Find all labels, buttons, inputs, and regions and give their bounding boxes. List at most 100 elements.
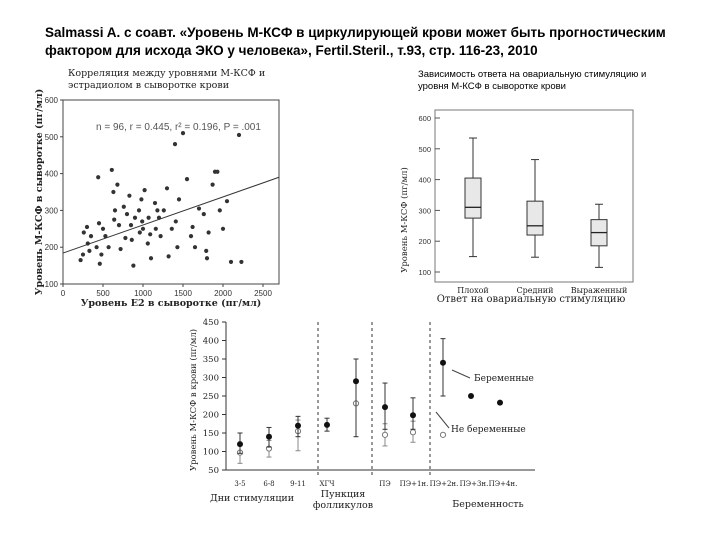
legend-not-pregnant-pointer (435, 411, 450, 429)
errorbar-y-tick-label: 200 (203, 411, 219, 421)
scatter-y-tick-label: 300 (45, 206, 59, 215)
scatter-title-line-2: эстрадиолом в сыворотке крови (68, 80, 229, 91)
errorbar-y-label: Уровень М-КСФ в крови (пг/мл) (188, 329, 199, 471)
errorbar-pregnant-point (497, 399, 503, 406)
scatter-y-label: Уровень М-КСФ в сыворотке (пг/мл) (34, 89, 45, 295)
scatter-point (224, 199, 230, 204)
boxplot-y-tick-label: 400 (418, 176, 431, 185)
scatter-point (204, 248, 209, 253)
errorbar-x-tick-label: 9-11 (290, 480, 306, 488)
scatter-plot-area (62, 99, 280, 285)
scatter-point (206, 230, 211, 235)
scatter-point (127, 193, 132, 198)
scatter-y-tick-label: 100 (45, 280, 59, 289)
boxplot-x-label: Ответ на овариальную стимуляцию (437, 294, 626, 305)
boxplot-y-label: Уровень М-КСФ (пг/мл) (399, 167, 410, 273)
errorbar-y-tick-label: 250 (203, 392, 219, 402)
scatter-point (87, 248, 92, 253)
scatter-point (146, 215, 151, 220)
errorbar-pregnant-point (295, 422, 301, 429)
scatter-point (184, 177, 190, 182)
errorbar-not-pregnant-point (409, 429, 417, 436)
errorbar-pregnant-point (468, 393, 474, 399)
scatter-point (94, 245, 99, 250)
scatter-x-tick-label: 1000 (134, 289, 152, 298)
boxplot-box (464, 177, 482, 219)
scatter-point (115, 182, 120, 187)
scatter-point (81, 230, 86, 235)
group-label-puncture-line-2: фолликулов (313, 500, 373, 511)
errorbar-pregnant-point (237, 441, 243, 448)
errorbar-x-tick-label: ПЭ+2н. (430, 480, 459, 488)
boxplot-box (526, 200, 544, 236)
boxplot-y-tick-label: 500 (418, 145, 431, 154)
scatter-y-tick-label: 200 (45, 243, 59, 252)
scatter-point (78, 257, 83, 263)
scatter-point (236, 132, 242, 138)
scatter-point (136, 208, 142, 213)
scatter-point (175, 245, 180, 250)
errorbar-y-tick-label: 400 (203, 337, 219, 347)
errorbar-x-tick-label: 6-8 (263, 480, 274, 488)
errorbar-x-tick-label: ХГЧ (319, 480, 335, 488)
boxplot-chart: 100 200 300 400 500 600 Плохой Средний Выраженн… (399, 109, 634, 305)
scatter-point (239, 259, 244, 265)
group-label-pregnancy: Беременность (452, 499, 523, 510)
page-title: Salmassi A. с соавт. «Уровень М-КСФ в ци… (45, 24, 705, 60)
scatter-point (145, 241, 150, 246)
scatter-point (116, 223, 122, 228)
boxplot-caption-line-1: Зависимость ответа на овариальную стимул… (418, 69, 647, 80)
scatter-point (188, 234, 194, 239)
errorbar-x-tick-label: ПЭ+1н. (400, 480, 429, 488)
scatter-point (215, 169, 220, 174)
scatter-x-tick-label: 0 (61, 289, 66, 298)
errorbar-y-tick-label: 100 (203, 448, 219, 458)
boxplot-category-label: Выраженный (571, 286, 628, 295)
scatter-point (128, 223, 134, 228)
scatter-ticks: 0 500 1000 1500 2000 2500 100 200 300 400 500 600 (45, 96, 273, 298)
errorbar-y-tick-label: 300 (203, 374, 219, 384)
scatter-point (173, 219, 178, 224)
scatter-point (148, 232, 153, 237)
scatter-point (192, 245, 198, 250)
boxplot-caption-line-2: уровня М-КСФ в сыворотке крови (418, 81, 566, 92)
scatter-point (176, 197, 182, 202)
scatter-point (99, 252, 104, 257)
scatter-point (140, 226, 146, 231)
scatter-point (112, 208, 118, 213)
boxplot-caption: Зависимость ответа на овариальную стимул… (418, 69, 698, 93)
scatter-point (161, 208, 166, 213)
scatter-point (124, 211, 130, 217)
scatter-chart: Корреляция между уровнями М-КСФ и эстрад… (34, 68, 280, 309)
scatter-point (139, 197, 144, 202)
scatter-point (96, 175, 101, 180)
boxplot-y-tick-label: 200 (418, 237, 431, 246)
errorbar-not-pregnant-point (381, 431, 389, 438)
scatter-regression-line (62, 176, 280, 254)
errorbar-x-tick-label: ПЭ+4н. (489, 480, 518, 488)
scatter-x-tick-label: 500 (96, 289, 110, 298)
scatter-point (172, 142, 178, 147)
scatter-point (97, 261, 102, 266)
scatter-point (106, 245, 111, 250)
scatter-point (96, 221, 102, 226)
scatter-y-tick-label: 400 (45, 170, 59, 179)
errorbar-not-pregnant-point (439, 431, 447, 438)
scatter-x-label: Уровень Е2 в сыворотке (пг/мл) (81, 298, 262, 309)
boxplot-category-label: Плохой (457, 286, 489, 295)
errorbar-pregnant-point (382, 404, 388, 411)
scatter-title-line-1: Корреляция между уровнями М-КСФ и (68, 68, 265, 79)
scatter-x-tick-label: 1500 (174, 289, 192, 298)
errorbar-x-tick-label: 3-5 (234, 480, 245, 488)
scatter-point (118, 246, 123, 252)
scatter-point (201, 211, 206, 217)
scatter-point (137, 230, 142, 235)
scatter-point (132, 215, 138, 220)
legend-not-pregnant: Не беременные (451, 424, 526, 435)
scatter-point (210, 182, 215, 187)
errorbar-y-tick-label: 450 (203, 318, 219, 328)
scatter-point (100, 226, 106, 231)
scatter-point (84, 224, 90, 230)
